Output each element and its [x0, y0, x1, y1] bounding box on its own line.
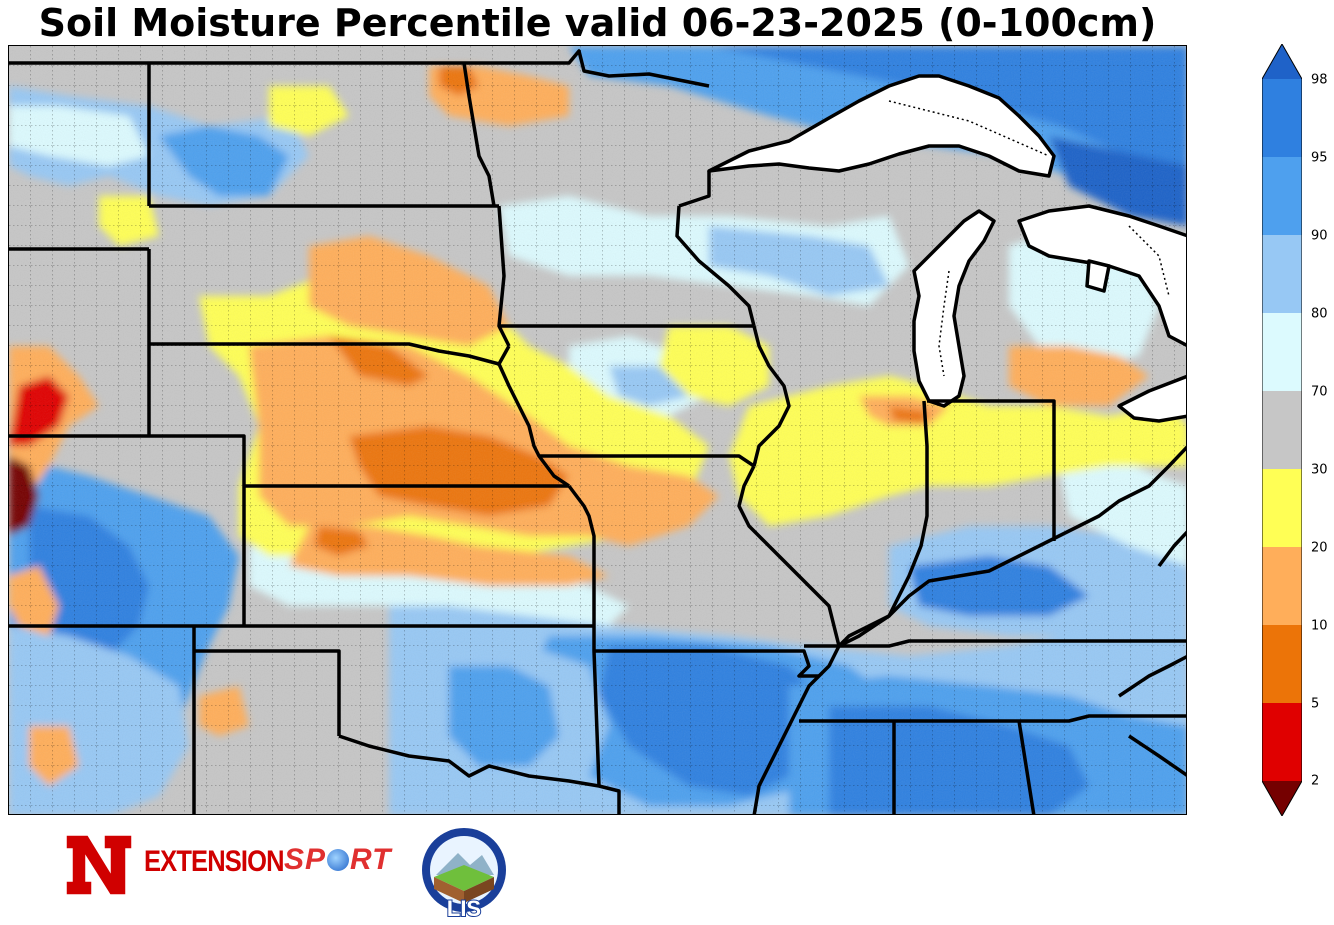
colorbar-tick-10: 10 — [1311, 618, 1328, 634]
colorbar-bin-70-80 — [1262, 313, 1302, 391]
nebraska-n-logo — [65, 834, 133, 896]
colorbar-bin-10-20 — [1262, 547, 1302, 625]
colorbar-bin-95-98 — [1262, 79, 1302, 157]
soil-moisture-map — [8, 45, 1187, 815]
colorbar-bin-30-70 — [1262, 391, 1302, 469]
globe-icon — [327, 849, 350, 871]
colorbar-bin-5-10 — [1262, 625, 1302, 703]
colorbar-bin-20-30 — [1262, 469, 1302, 547]
colorbar-tick-98: 98 — [1311, 72, 1328, 88]
lis-logo: LIS — [422, 828, 506, 920]
map-svg — [9, 46, 1186, 814]
colorbar-tick-70: 70 — [1311, 384, 1328, 400]
colorbar-tick-90: 90 — [1311, 228, 1328, 244]
colorbar-tick-5: 5 — [1311, 696, 1320, 712]
colorbar-arrow-top — [1262, 44, 1302, 79]
lake-borders — [888, 100, 1170, 377]
extension-logo: EXTENSION — [144, 845, 285, 878]
colorbar-tick-30: 30 — [1311, 462, 1328, 478]
state-boundaries — [9, 49, 1186, 814]
colorbar — [1262, 44, 1302, 816]
colorbar-bin-2-5 — [1262, 703, 1302, 781]
colorbar-tick-95: 95 — [1311, 150, 1328, 166]
logo-strip: EXTENSION SP RT LIS — [60, 825, 530, 920]
colorbar-tick-20: 20 — [1311, 540, 1328, 556]
map-title: Soil Moisture Percentile valid 06-23-202… — [38, 1, 1157, 45]
sport-logo: SP RT — [284, 843, 392, 876]
colorbar-bin-80-90 — [1262, 235, 1302, 313]
colorbar-tick-2: 2 — [1311, 773, 1320, 789]
colorbar-bin-90-95 — [1262, 157, 1302, 235]
lis-text: LIS — [447, 896, 481, 920]
colorbar-arrow-bottom — [1262, 781, 1302, 816]
colorbar-tick-80: 80 — [1311, 306, 1328, 322]
